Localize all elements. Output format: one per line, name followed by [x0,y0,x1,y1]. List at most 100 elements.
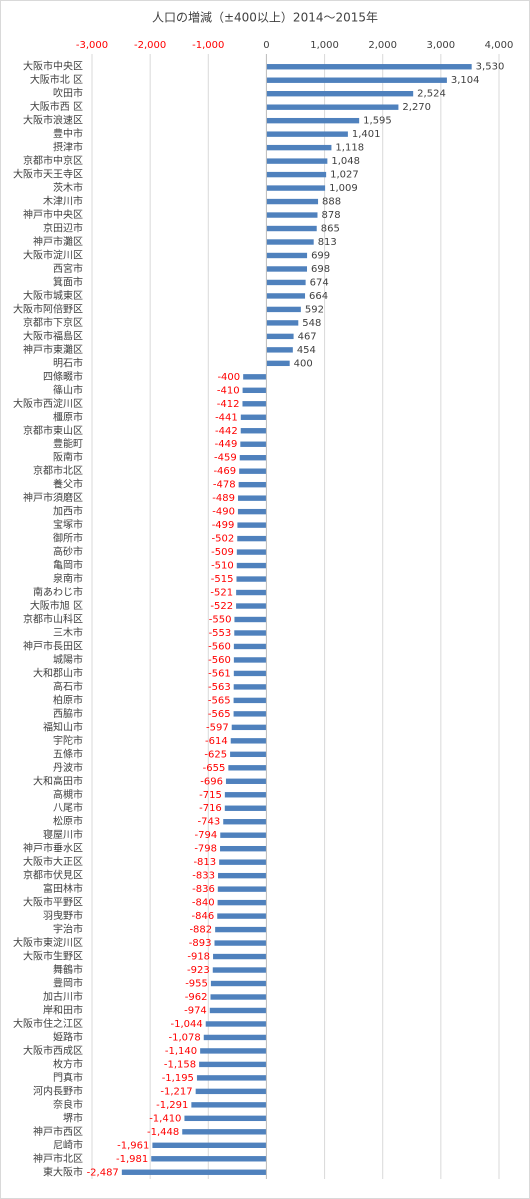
value-label: -499 [212,520,235,531]
value-label: 865 [321,224,340,235]
category-label: 神戸市長田区 [23,639,83,652]
value-label: -565 [208,709,231,720]
category-label: 柏原市 [53,693,83,706]
value-label: -882 [189,925,212,936]
bar [237,495,267,501]
value-label: -597 [206,722,229,733]
value-label: -490 [212,507,235,518]
category-label: 高石市 [53,680,83,693]
category-label: 松原市 [53,815,83,828]
x-tick-label: -1,000 [192,40,224,51]
bar [266,144,332,151]
bar [236,589,267,596]
category-label: 大和高田市 [33,774,83,787]
bar [220,832,267,838]
value-label: -442 [215,426,238,437]
value-label: -489 [212,493,235,504]
category-label: 岸和田市 [43,1003,83,1016]
value-label: 592 [305,304,324,315]
category-label: 大阪市西成区 [23,1044,83,1057]
value-label: -522 [210,601,233,612]
category-label: 姫路市 [53,1030,83,1043]
value-label: -410 [217,385,240,396]
bar [196,1075,267,1081]
category-label: 門真市 [53,1071,83,1084]
value-label: -1,140 [165,1046,197,1057]
category-label: 南あわじ市 [33,586,83,599]
bar [209,1007,267,1014]
bar [233,711,267,717]
category-label: 奈良市 [53,1098,83,1111]
bar [236,562,267,569]
bar [220,845,267,852]
bar [266,104,399,110]
value-label: -521 [210,588,233,599]
category-label: 養父市 [53,478,83,491]
category-label: 京都市中京区 [23,154,83,167]
value-label: -553 [209,628,232,639]
category-label: 豊岡市 [53,977,83,990]
value-label: -400 [217,372,240,383]
value-label: 1,009 [329,183,358,194]
value-label: 1,048 [331,156,360,167]
x-tick-label: 4,000 [485,40,514,51]
bar [217,913,267,919]
category-label: 亀岡市 [53,559,83,572]
value-label: -510 [211,561,234,572]
bar [191,1102,267,1108]
category-label: 豊中市 [53,127,83,140]
bar [266,171,327,178]
category-label: 阪南市 [53,451,83,464]
bar [217,886,267,892]
bar [266,225,317,232]
category-label: 高槻市 [53,788,83,801]
bar [205,1021,267,1027]
category-label: 神戸市西区 [33,1125,83,1138]
value-label: -696 [200,776,223,787]
value-label: -813 [193,857,216,868]
bar [213,953,267,960]
bar [266,158,328,164]
category-label: 大阪市中央区 [23,60,83,73]
x-tick-label: 2,000 [368,40,397,51]
category-label: 神戸市須磨区 [23,491,83,504]
bar [237,535,267,542]
bar [182,1129,267,1135]
bar [225,778,267,784]
value-label: -509 [211,547,234,558]
bar [217,899,267,906]
bar [224,792,267,798]
bar [200,1048,267,1054]
bar [219,859,267,865]
category-label: 四條畷市 [43,370,83,383]
bar [212,967,267,973]
category-label: 大阪市西 区 [30,100,83,113]
category-label: 八尾市 [53,801,83,814]
bar [237,522,267,528]
bar [195,1088,267,1095]
value-label: -1,158 [164,1059,196,1070]
bar [266,252,308,259]
category-label: 篠山市 [53,383,83,396]
value-label: -833 [192,871,215,882]
value-label: 3,530 [476,62,505,73]
bar [236,603,267,609]
x-tick-label: -3,000 [76,40,108,51]
value-label: -743 [198,817,221,828]
category-label: 大阪市西淀川区 [13,397,83,410]
value-label: -560 [208,655,231,666]
category-label: 宇治市 [53,923,83,936]
bar [266,279,306,286]
bar [266,266,308,272]
x-tick-label: -2,000 [134,40,166,51]
category-label: 神戸市東灘区 [23,343,83,356]
value-label: -1,981 [116,1154,148,1165]
category-label: 大阪市北 区 [30,73,83,86]
category-label: 丹波市 [53,761,83,774]
bar [151,1156,267,1162]
bar [242,387,267,394]
category-label: 明石市 [53,356,83,369]
category-label: 木津川市 [43,195,83,208]
value-label: -798 [194,844,217,855]
category-label: 大阪市平野区 [23,896,83,909]
